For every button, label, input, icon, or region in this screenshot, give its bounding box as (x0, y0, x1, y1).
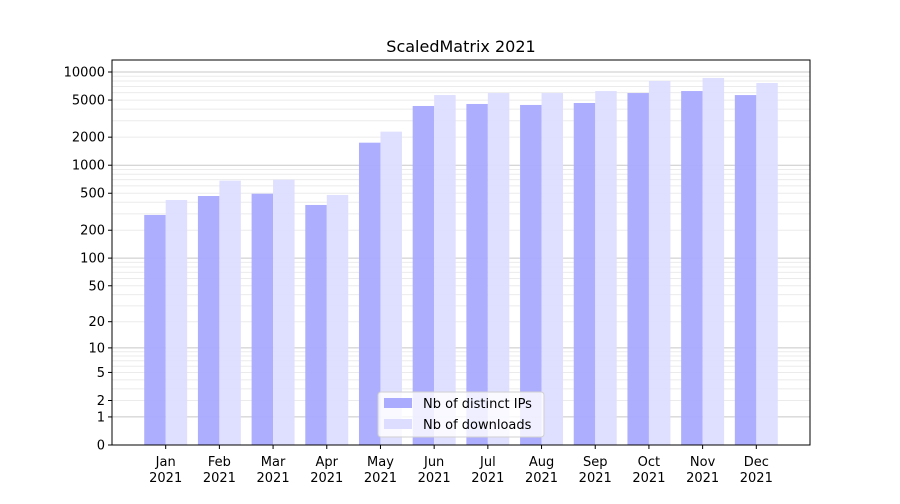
bar-downloads (648, 80, 671, 445)
x-tick-label: Jun 2021 (418, 455, 451, 486)
bar-downloads (702, 77, 725, 445)
x-tick-label: Jul 2021 (471, 455, 504, 486)
bar-distinct-ips (681, 91, 703, 445)
x-tick-label: Jan 2021 (149, 455, 182, 486)
x-tick-label: May 2021 (364, 455, 397, 486)
y-tick-label: 500 (80, 187, 105, 202)
y-axis: 0 12 5 10 20 50 100 200 500 1000 2000 5000 10000 (64, 66, 112, 454)
bar-downloads (326, 194, 349, 445)
y-tick-label: 5 (97, 366, 105, 381)
bar-distinct-ips (520, 104, 542, 445)
bar-distinct-ips (412, 105, 435, 446)
bar-downloads (273, 179, 295, 446)
y-tick-label: 10000 (64, 66, 105, 81)
x-axis: Jan 2021 Feb 2021 Mar 2021 Apr 2021 May 2021 Jun 20… (149, 445, 773, 486)
y-tick-label: 0 (97, 439, 105, 454)
x-tick-label: Aug 2021 (525, 455, 558, 486)
y-tick-label: 200 (80, 224, 105, 239)
legend: Nb of distinct IPs Nb of downloads (377, 391, 545, 438)
legend-swatch (384, 419, 412, 429)
bar-downloads (380, 131, 402, 445)
x-tick-label: Dec 2021 (740, 455, 773, 486)
y-tick-label: 2000 (72, 131, 105, 146)
bar-distinct-ips (627, 93, 649, 446)
y-tick-label: 10 (88, 341, 105, 356)
bar-distinct-ips (144, 214, 166, 445)
bar-downloads (541, 93, 564, 446)
x-tick-label: Oct 2021 (632, 455, 665, 486)
bar-downloads (756, 83, 778, 446)
plot-frame (111, 59, 811, 446)
bar-distinct-ips (197, 196, 220, 445)
bar-distinct-ips (251, 193, 274, 445)
bar-downloads (595, 91, 617, 445)
x-tick-label: Mar 2021 (257, 455, 290, 486)
y-tick-label: 50 (88, 279, 105, 294)
legend-label: Nb of downloads (423, 418, 532, 433)
legend-swatch (384, 398, 412, 408)
chart-title: ScaledMatrix 2021 (386, 37, 535, 56)
bar-distinct-ips (573, 103, 596, 445)
y-tick-label: 5000 (72, 94, 105, 109)
bar-distinct-ips (305, 204, 327, 445)
bar-downloads (219, 180, 241, 445)
legend-label: Nb of distinct IPs (423, 397, 532, 412)
x-tick-label: Nov 2021 (686, 455, 719, 486)
y-tick-label: 1 (97, 410, 105, 425)
y-tick-label: 2 (97, 394, 105, 409)
x-tick-label: Sep 2021 (579, 455, 612, 486)
bar-distinct-ips (734, 95, 757, 446)
bar-distinct-ips (358, 142, 381, 445)
y-tick-label: 100 (80, 252, 105, 267)
x-tick-label: Apr 2021 (310, 455, 343, 486)
bar-distinct-ips (466, 103, 488, 445)
bar-downloads (434, 95, 456, 446)
bar-downloads (487, 93, 510, 446)
y-tick-label: 1000 (72, 159, 105, 174)
bar-downloads (165, 200, 188, 445)
bars (144, 77, 778, 446)
y-tick-label: 20 (88, 315, 105, 330)
legend-box (377, 391, 545, 438)
x-tick-label: Feb 2021 (203, 455, 236, 486)
